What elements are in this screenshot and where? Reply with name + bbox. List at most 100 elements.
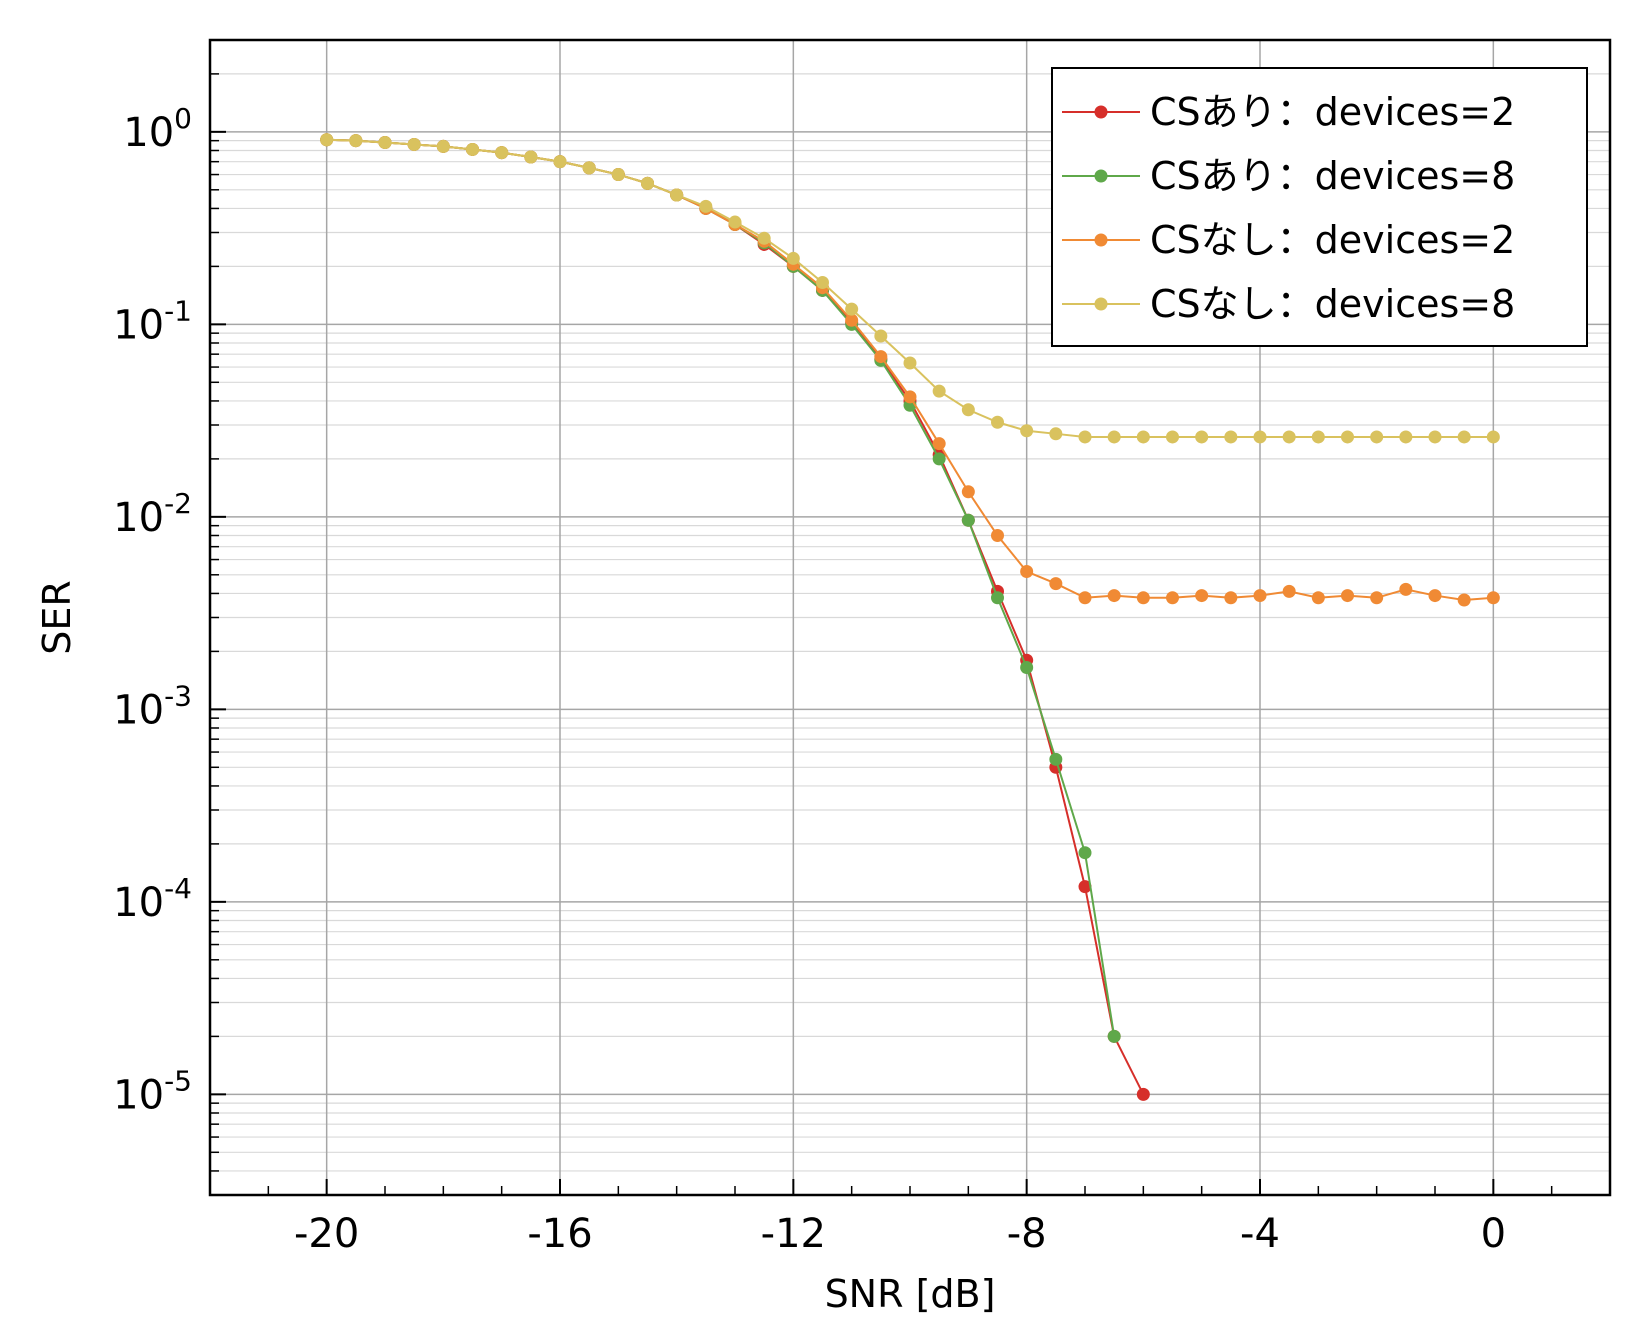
data-point xyxy=(1049,577,1063,591)
major-grid xyxy=(210,40,1610,1195)
legend-marker xyxy=(1094,169,1108,183)
data-point xyxy=(1136,591,1150,605)
data-point xyxy=(1166,591,1179,605)
data-point xyxy=(1428,589,1442,603)
data-point xyxy=(1136,430,1150,444)
data-point xyxy=(1136,1087,1150,1101)
series-layer xyxy=(320,133,1500,1101)
data-point xyxy=(1399,430,1413,444)
data-point xyxy=(349,134,363,148)
legend-marker xyxy=(1094,297,1108,311)
data-point xyxy=(1399,582,1413,596)
legend-item: CSなし：devices=8 xyxy=(1062,282,1515,326)
data-point xyxy=(1224,591,1238,605)
data-point xyxy=(1370,430,1384,444)
legend: CSあり：devices=2 CSあり：devices=8 CSなし：devices… xyxy=(1051,67,1588,347)
y-tick-label: 10-1 xyxy=(113,294,192,348)
data-point xyxy=(1457,430,1471,444)
data-point xyxy=(1311,430,1325,444)
data-point xyxy=(1428,430,1442,444)
data-point xyxy=(1311,591,1325,605)
data-point xyxy=(466,142,479,156)
data-point xyxy=(816,275,829,289)
x-axis-label: SNR [dB] xyxy=(825,1272,996,1316)
data-point xyxy=(961,513,975,527)
data-point xyxy=(1078,591,1092,605)
data-point xyxy=(1107,1029,1121,1043)
x-tick-label: -12 xyxy=(761,1211,826,1257)
data-point xyxy=(1195,589,1209,603)
series-4 xyxy=(320,133,1500,444)
legend-label: CSあり：devices=2 xyxy=(1150,90,1515,134)
x-tick-label: -16 xyxy=(527,1211,592,1257)
data-point xyxy=(1078,430,1092,444)
x-tick-label: -8 xyxy=(1007,1211,1047,1257)
data-point xyxy=(1282,430,1296,444)
legend-label: CSなし：devices=2 xyxy=(1150,218,1515,262)
data-point xyxy=(1078,880,1092,894)
data-point xyxy=(903,356,917,370)
y-tick-label: 10-2 xyxy=(113,487,192,541)
data-point xyxy=(932,384,946,398)
data-point xyxy=(961,403,975,417)
data-point xyxy=(611,168,625,182)
legend-marker xyxy=(1094,105,1108,119)
axis-ticks xyxy=(209,73,1611,1195)
data-point xyxy=(1020,424,1034,438)
data-point xyxy=(1341,589,1354,603)
legend-label: CSなし：devices=8 xyxy=(1150,282,1515,326)
data-point xyxy=(1049,427,1063,441)
data-point xyxy=(378,136,392,150)
data-point xyxy=(1282,584,1296,598)
data-point xyxy=(1486,430,1500,444)
data-point xyxy=(1195,430,1209,444)
data-point xyxy=(495,146,509,160)
legend-item: CSあり：devices=2 xyxy=(1062,90,1515,134)
data-point xyxy=(874,329,888,343)
data-point xyxy=(874,350,888,364)
data-point xyxy=(436,139,450,153)
data-point xyxy=(1078,846,1092,860)
data-point xyxy=(903,390,917,404)
y-tick-label: 10-5 xyxy=(113,1064,192,1118)
data-point xyxy=(961,485,975,499)
data-point xyxy=(320,133,334,147)
data-point xyxy=(932,452,946,466)
data-point xyxy=(1457,593,1471,607)
y-tick-label: 10-3 xyxy=(113,679,192,733)
x-tick-label: 0 xyxy=(1481,1211,1506,1257)
data-point xyxy=(1107,430,1121,444)
data-point xyxy=(845,302,859,316)
data-point xyxy=(670,188,684,202)
x-tick-labels: -20 -16 -12 -8 -4 0 xyxy=(294,1211,1506,1257)
data-point xyxy=(641,176,654,190)
data-point xyxy=(991,529,1004,543)
legend-item: CSあり：devices=8 xyxy=(1062,154,1515,198)
data-point xyxy=(1107,589,1121,603)
data-point xyxy=(699,199,713,213)
y-axis-label: SER xyxy=(35,580,79,655)
legend-item: CSなし：devices=2 xyxy=(1062,218,1515,262)
data-point xyxy=(1224,430,1238,444)
y-tick-label: 10-4 xyxy=(113,872,192,926)
legend-box xyxy=(1051,67,1588,347)
y-tick-labels: 100 10-1 10-2 10-3 10-4 10-5 xyxy=(113,102,192,1118)
data-point xyxy=(786,251,800,265)
data-point xyxy=(757,231,771,245)
x-tick-label: -4 xyxy=(1240,1211,1280,1257)
data-point xyxy=(1253,589,1267,603)
data-point xyxy=(1049,752,1063,766)
data-point xyxy=(582,161,596,175)
data-point xyxy=(1341,430,1354,444)
y-tick-label: 100 xyxy=(123,102,192,156)
data-point xyxy=(991,415,1004,429)
data-point xyxy=(845,313,859,327)
data-point xyxy=(991,591,1004,605)
data-point xyxy=(1020,565,1034,579)
data-point xyxy=(932,437,946,451)
data-point xyxy=(728,215,742,229)
data-point xyxy=(553,155,567,169)
x-tick-label: -20 xyxy=(294,1211,359,1257)
data-point xyxy=(1370,591,1384,605)
legend-label: CSあり：devices=8 xyxy=(1150,154,1515,198)
